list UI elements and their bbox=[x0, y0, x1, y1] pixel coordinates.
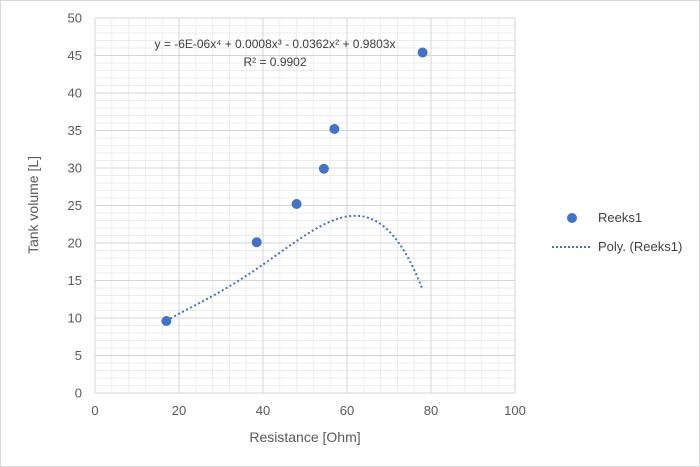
x-tick-label: 60 bbox=[340, 403, 354, 418]
y-axis-title: Tank volume [L] bbox=[25, 156, 41, 254]
x-tick-label: 40 bbox=[256, 403, 270, 418]
x-tick-labels: 0 20 40 60 80 100 bbox=[91, 403, 525, 418]
y-tick-label: 50 bbox=[68, 11, 82, 26]
x-tick-label: 0 bbox=[91, 403, 98, 418]
y-tick-label: 0 bbox=[75, 386, 82, 401]
data-point bbox=[417, 47, 428, 58]
data-point bbox=[161, 316, 172, 326]
legend-marker-reeks1 bbox=[567, 213, 577, 223]
trendline-curve bbox=[165, 214, 424, 322]
y-tick-label: 10 bbox=[68, 311, 82, 326]
trendline-r-squared: R² = 0.9902 bbox=[243, 55, 306, 69]
y-tick-label: 30 bbox=[68, 161, 82, 176]
x-tick-label: 80 bbox=[424, 403, 438, 418]
y-tick-label: 25 bbox=[68, 198, 82, 213]
y-tick-label: 40 bbox=[68, 86, 82, 101]
y-tick-label: 15 bbox=[68, 273, 82, 288]
legend-label-reeks1: Reeks1 bbox=[598, 210, 642, 225]
x-tick-label: 100 bbox=[504, 403, 526, 418]
data-point bbox=[291, 199, 302, 209]
major-gridlines bbox=[94, 17, 516, 394]
y-tick-labels: 0 5 10 15 20 25 30 35 40 45 50 bbox=[68, 11, 82, 401]
data-points bbox=[161, 47, 428, 326]
x-axis-title: Resistance [Ohm] bbox=[249, 429, 360, 445]
y-tick-label: 35 bbox=[68, 123, 82, 138]
trendline-equation: y = -6E-06x⁴ + 0.0008x³ - 0.0362x² + 0.9… bbox=[155, 37, 396, 51]
y-tick-label: 5 bbox=[75, 348, 82, 363]
data-point bbox=[251, 237, 262, 248]
data-point bbox=[329, 124, 340, 134]
trendline-group bbox=[165, 214, 424, 322]
y-tick-label: 45 bbox=[68, 48, 82, 63]
y-tick-label: 20 bbox=[68, 236, 82, 251]
data-point bbox=[318, 163, 329, 174]
legend-label-trendline: Poly. (Reeks1) bbox=[598, 239, 682, 254]
x-tick-label: 20 bbox=[172, 403, 186, 418]
legend: Reeks1 Poly. (Reeks1) bbox=[552, 210, 682, 254]
